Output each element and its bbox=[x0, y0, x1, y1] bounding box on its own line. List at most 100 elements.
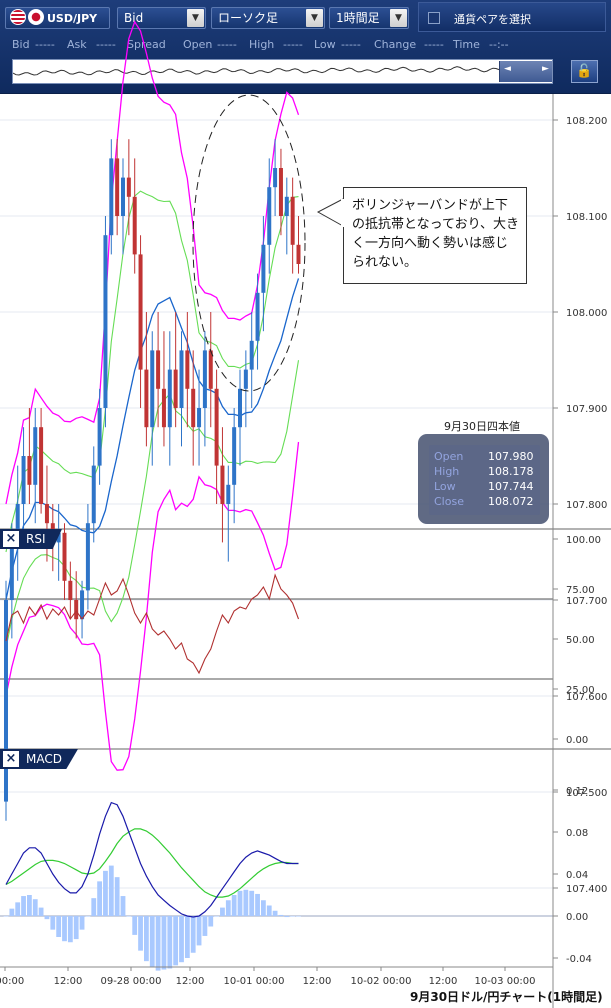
ohlc-value: 107.980 bbox=[488, 450, 534, 463]
time-tick-label: 10-02 00:00 bbox=[350, 976, 411, 987]
time-tick-label: 12:00 bbox=[176, 976, 205, 987]
rsi-tick-label: 50.00 bbox=[566, 635, 595, 646]
quote-row: Bid ----- Ask ----- Spread Open ----- Hi… bbox=[0, 38, 611, 54]
rsi-tick-label: 0.00 bbox=[566, 735, 588, 746]
candle-body bbox=[191, 388, 196, 428]
macd-histogram-bar bbox=[73, 916, 79, 940]
rsi-tick-label: 25.00 bbox=[566, 685, 595, 696]
macd-tick-label: 0.08 bbox=[566, 828, 588, 839]
macd-panel-tab[interactable]: × MACD bbox=[0, 749, 78, 769]
macd-histogram-bar bbox=[103, 870, 108, 916]
chart-caption: 9月30日ドル/円チャート(1時間足) bbox=[410, 990, 603, 1004]
ohlc-value: 108.072 bbox=[488, 495, 534, 508]
macd-histogram-bar bbox=[202, 916, 208, 936]
chevron-down-icon[interactable]: ▼ bbox=[187, 9, 204, 27]
price-tick-label: 108.200 bbox=[566, 116, 607, 127]
macd-histogram-bar bbox=[225, 900, 231, 916]
macd-title: MACD bbox=[26, 752, 62, 766]
macd-histogram-bar bbox=[44, 916, 50, 920]
candle-body bbox=[255, 292, 260, 341]
currency-pair-select[interactable]: USD/JPY bbox=[5, 7, 110, 29]
macd-histogram-bar bbox=[179, 916, 184, 963]
macd-histogram-bar bbox=[190, 916, 196, 953]
price-tick-label: 107.900 bbox=[566, 404, 607, 415]
open-value: ----- bbox=[217, 38, 237, 51]
macd-histogram-bar bbox=[214, 916, 219, 917]
candle-body bbox=[27, 456, 32, 485]
close-icon[interactable]: × bbox=[3, 751, 19, 767]
macd-histogram-bar bbox=[114, 877, 120, 916]
rsi-title: RSI bbox=[26, 532, 46, 546]
time-tick-label: 12:00 bbox=[303, 976, 332, 987]
high-label: High bbox=[249, 38, 275, 51]
lock-icon: 🔓 bbox=[576, 64, 593, 79]
change-label: Change bbox=[374, 38, 417, 51]
candle-body bbox=[179, 350, 184, 408]
price-tick-label: 107.600 bbox=[566, 692, 607, 703]
macd-histogram-bar bbox=[243, 889, 249, 916]
select-pair-label: 通貨ペアを選択 bbox=[454, 13, 531, 26]
price-tick-label: 107.400 bbox=[566, 884, 607, 895]
ohlc-value: 107.744 bbox=[488, 480, 534, 493]
ohlc-title: 9月30日四本値 bbox=[444, 420, 520, 433]
rsi-tick-label: 100.00 bbox=[566, 535, 601, 546]
macd-histogram-bar bbox=[249, 890, 255, 916]
macd-histogram-bar bbox=[126, 916, 132, 917]
candle-body bbox=[103, 235, 108, 408]
time-tick-label: 12:00 bbox=[54, 976, 83, 987]
candle-body bbox=[115, 158, 120, 216]
bid-label: Bid bbox=[12, 38, 30, 51]
rsi-panel-tab[interactable]: × RSI bbox=[0, 529, 62, 549]
candle-body bbox=[208, 350, 213, 389]
price-type-value: Bid bbox=[124, 11, 144, 25]
ask-value: ----- bbox=[96, 38, 116, 51]
candle-body bbox=[62, 532, 67, 581]
select-pair-button[interactable]: 通貨ペアを選択 bbox=[418, 2, 606, 32]
macd-line bbox=[5, 801, 299, 918]
macd-tick-label: 0.00 bbox=[566, 912, 588, 923]
scroll-right-icon[interactable]: ► bbox=[542, 64, 549, 74]
candle-body bbox=[261, 244, 266, 293]
select-pair-checkbox[interactable] bbox=[428, 12, 440, 24]
jp-flag-icon bbox=[28, 9, 44, 25]
macd-histogram-bar bbox=[220, 907, 225, 916]
candle-body bbox=[173, 369, 178, 408]
candle-body bbox=[44, 504, 49, 524]
candle-body bbox=[74, 600, 79, 620]
candle-body bbox=[243, 369, 248, 389]
macd-histogram-bar bbox=[261, 900, 266, 916]
macd-histogram-bar bbox=[79, 916, 85, 930]
navigator-scrollbar[interactable]: ◄ ► bbox=[499, 61, 552, 82]
chevron-down-icon[interactable]: ▼ bbox=[390, 9, 407, 27]
chart-type-select[interactable]: ローソク足 ▼ bbox=[211, 7, 325, 29]
price-type-select[interactable]: Bid ▼ bbox=[117, 7, 206, 29]
candle-body bbox=[238, 388, 242, 428]
macd-histogram-bar bbox=[56, 916, 62, 937]
chevron-down-icon[interactable]: ▼ bbox=[306, 9, 323, 27]
macd-histogram-bar bbox=[231, 895, 237, 916]
candle-body bbox=[109, 158, 114, 236]
scroll-left-icon[interactable]: ◄ bbox=[504, 64, 511, 74]
candle-body bbox=[121, 177, 125, 216]
macd-tick-label: 0.12 bbox=[566, 786, 588, 797]
macd-histogram-bar bbox=[149, 916, 155, 968]
macd-histogram-bar bbox=[9, 908, 15, 916]
candle-body bbox=[39, 427, 44, 504]
callout-text: ボリンジャーバンドが上下の抵抗帯となっており、大きく一方向へ動く勢いは感じられな… bbox=[352, 198, 520, 270]
interval-select[interactable]: 1時間足 ▼ bbox=[329, 7, 409, 29]
ohlc-panel-inner bbox=[429, 445, 540, 515]
close-icon[interactable]: × bbox=[3, 531, 19, 547]
macd-histogram-bar bbox=[272, 910, 278, 916]
macd-histogram-bar bbox=[27, 895, 32, 916]
navigator-strip[interactable]: ◄ ► bbox=[12, 59, 553, 84]
interval-value: 1時間足 bbox=[336, 11, 380, 25]
macd-histogram-bar bbox=[290, 916, 296, 917]
candle-body bbox=[156, 350, 161, 389]
price-tick-label: 107.700 bbox=[566, 596, 607, 607]
open-label: Open bbox=[183, 38, 213, 51]
navigator-sparkline bbox=[13, 66, 500, 76]
time-value: --:-- bbox=[489, 38, 509, 51]
lock-button[interactable]: 🔓 bbox=[571, 60, 598, 83]
currency-pair-label: USD/JPY bbox=[47, 12, 98, 25]
ohlc-label: Low bbox=[434, 480, 456, 493]
